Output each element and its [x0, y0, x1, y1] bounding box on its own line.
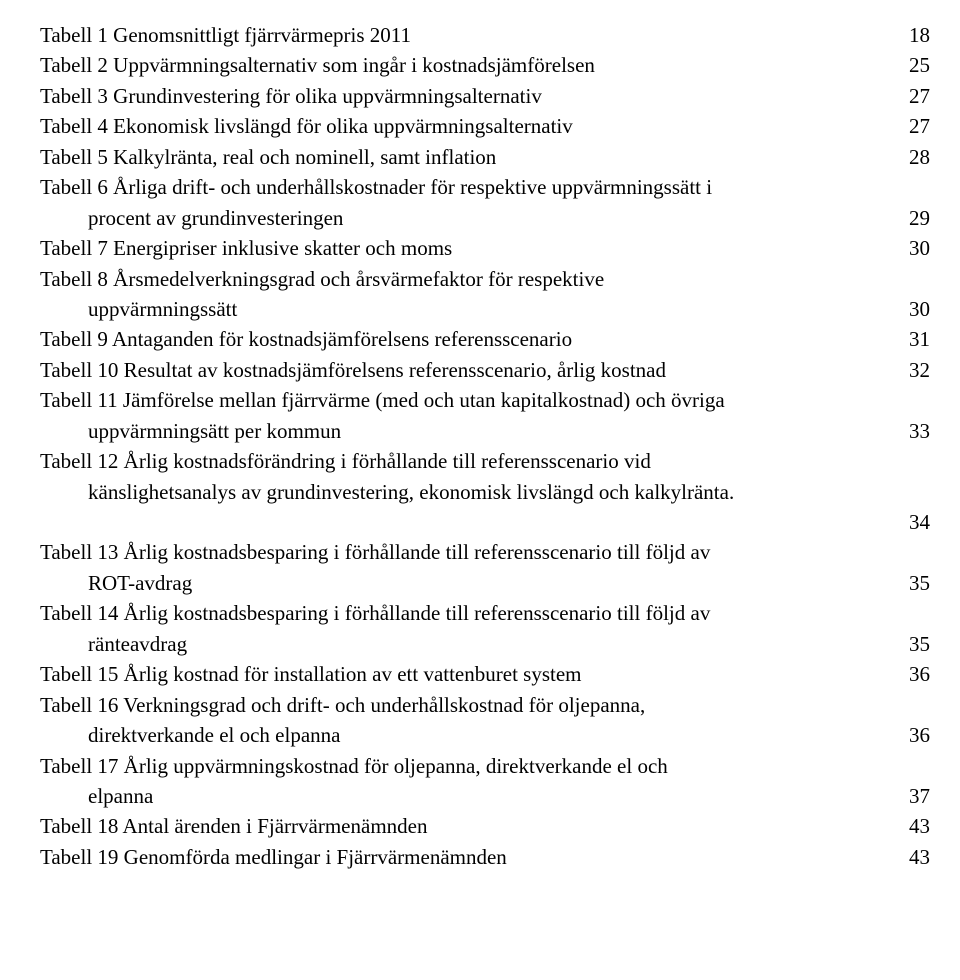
toc-entry: Tabell 1 Genomsnittligt fjärrvärmepris 2…: [40, 20, 930, 50]
toc-entry-continuation-text: procent av grundinvesteringen: [88, 203, 343, 233]
toc-entry-text: Tabell 10 Resultat av kostnadsjämförelse…: [40, 355, 666, 385]
toc-page-number: 28: [909, 142, 930, 172]
toc-entry-text: Tabell 15 Årlig kostnad för installation…: [40, 659, 582, 689]
toc-page-number: 31: [909, 324, 930, 354]
toc-entry: Tabell 17 Årlig uppvärmningskostnad för …: [40, 751, 930, 812]
toc-entry: Tabell 15 Årlig kostnad för installation…: [40, 659, 930, 689]
toc-entry-firstline: Tabell 12 Årlig kostnadsförändring i för…: [40, 446, 930, 476]
toc-entry-continuation: direktverkande el och elpanna 36: [40, 720, 930, 750]
toc-entry-continuation: procent av grundinvesteringen 29: [40, 203, 930, 233]
toc-entry-firstline: Tabell 11 Jämförelse mellan fjärrvärme (…: [40, 385, 930, 415]
toc-entry-continuation: ränteavdrag 35: [40, 629, 930, 659]
toc-entry-text: Tabell 12 Årlig kostnadsförändring i för…: [40, 449, 651, 473]
toc-line: Tabell 3 Grundinvestering för olika uppv…: [40, 81, 930, 111]
toc-entry-continuation-text: ränteavdrag: [88, 629, 187, 659]
toc-entry-continuation: känslighetsanalys av grundinvestering, e…: [40, 477, 930, 507]
toc-entry-text: Tabell 1 Genomsnittligt fjärrvärmepris 2…: [40, 20, 411, 50]
toc-page-number: 27: [909, 111, 930, 141]
toc-entry-text: Tabell 19 Genomförda medlingar i Fjärrvä…: [40, 842, 507, 872]
toc-entry-text: Tabell 17 Årlig uppvärmningskostnad för …: [40, 754, 668, 778]
toc-page-number: 43: [909, 811, 930, 841]
toc-entry: Tabell 10 Resultat av kostnadsjämförelse…: [40, 355, 930, 385]
toc-page-number: 33: [909, 416, 930, 446]
toc-page-number: 36: [909, 659, 930, 689]
toc-entry: Tabell 16 Verkningsgrad och drift- och u…: [40, 690, 930, 751]
toc-entry: Tabell 2 Uppvärmningsalternativ som ingå…: [40, 50, 930, 80]
toc-line: Tabell 15 Årlig kostnad för installation…: [40, 659, 930, 689]
toc-entry-continuation-text: ROT-avdrag: [88, 568, 192, 598]
toc-entry-text: Tabell 9 Antaganden för kostnadsjämförel…: [40, 324, 572, 354]
toc-entry-continuation-text: känslighetsanalys av grundinvestering, e…: [88, 480, 734, 504]
toc-entry: Tabell 18 Antal ärenden i Fjärrvärmenämn…: [40, 811, 930, 841]
toc-line: Tabell 9 Antaganden för kostnadsjämförel…: [40, 324, 930, 354]
toc-entry: Tabell 6 Årliga drift- och underhållskos…: [40, 172, 930, 233]
toc-page-number: 36: [909, 720, 930, 750]
toc-entry: Tabell 5 Kalkylränta, real och nominell,…: [40, 142, 930, 172]
toc-line: Tabell 4 Ekonomisk livslängd för olika u…: [40, 111, 930, 141]
toc-line: Tabell 5 Kalkylränta, real och nominell,…: [40, 142, 930, 172]
toc-entry-text: Tabell 16 Verkningsgrad och drift- och u…: [40, 693, 645, 717]
toc-page-number: 35: [909, 629, 930, 659]
table-of-contents: Tabell 1 Genomsnittligt fjärrvärmepris 2…: [40, 20, 930, 872]
toc-entry-firstline: Tabell 8 Årsmedelverkningsgrad och årsvä…: [40, 264, 930, 294]
toc-page-number: 37: [909, 781, 930, 811]
toc-entry: Tabell 19 Genomförda medlingar i Fjärrvä…: [40, 842, 930, 872]
toc-entry-continuation: elpanna 37: [40, 781, 930, 811]
toc-entry-firstline: Tabell 17 Årlig uppvärmningskostnad för …: [40, 751, 930, 781]
toc-page-number: 30: [909, 294, 930, 324]
toc-line: Tabell 7 Energipriser inklusive skatter …: [40, 233, 930, 263]
toc-entry-text: Tabell 7 Energipriser inklusive skatter …: [40, 233, 452, 263]
toc-entry-text: Tabell 11 Jämförelse mellan fjärrvärme (…: [40, 388, 725, 412]
toc-entry-text: Tabell 14 Årlig kostnadsbesparing i förh…: [40, 601, 710, 625]
toc-entry-text: Tabell 3 Grundinvestering för olika uppv…: [40, 81, 542, 111]
toc-entry-firstline: Tabell 14 Årlig kostnadsbesparing i förh…: [40, 598, 930, 628]
toc-page-number: 34: [909, 507, 930, 537]
toc-page-number: 27: [909, 81, 930, 111]
toc-entry: Tabell 3 Grundinvestering för olika uppv…: [40, 81, 930, 111]
toc-line: Tabell 10 Resultat av kostnadsjämförelse…: [40, 355, 930, 385]
toc-entry: Tabell 8 Årsmedelverkningsgrad och årsvä…: [40, 264, 930, 325]
toc-line: Tabell 19 Genomförda medlingar i Fjärrvä…: [40, 842, 930, 872]
toc-entry-text: Tabell 2 Uppvärmningsalternativ som ingå…: [40, 50, 595, 80]
toc-page-number: 18: [909, 20, 930, 50]
toc-entry-firstline: Tabell 16 Verkningsgrad och drift- och u…: [40, 690, 930, 720]
toc-entry-continuation-text: elpanna: [88, 781, 153, 811]
toc-entry-text: Tabell 4 Ekonomisk livslängd för olika u…: [40, 111, 573, 141]
toc-line: Tabell 2 Uppvärmningsalternativ som ingå…: [40, 50, 930, 80]
toc-leader-line: 34: [40, 507, 930, 537]
toc-page-number: 32: [909, 355, 930, 385]
toc-entry-text: Tabell 5 Kalkylränta, real och nominell,…: [40, 142, 496, 172]
toc-entry: Tabell 9 Antaganden för kostnadsjämförel…: [40, 324, 930, 354]
toc-entry: Tabell 11 Jämförelse mellan fjärrvärme (…: [40, 385, 930, 446]
toc-entry-text: Tabell 18 Antal ärenden i Fjärrvärmenämn…: [40, 811, 427, 841]
toc-page-number: 30: [909, 233, 930, 263]
toc-page-number: 43: [909, 842, 930, 872]
toc-entry-continuation: ROT-avdrag 35: [40, 568, 930, 598]
toc-page-number: 29: [909, 203, 930, 233]
toc-entry: Tabell 4 Ekonomisk livslängd för olika u…: [40, 111, 930, 141]
toc-entry-continuation: uppvärmningssätt 30: [40, 294, 930, 324]
toc-page-number: 25: [909, 50, 930, 80]
toc-entry-text: Tabell 6 Årliga drift- och underhållskos…: [40, 175, 712, 199]
toc-entry-text: Tabell 13 Årlig kostnadsbesparing i förh…: [40, 540, 710, 564]
toc-entry-firstline: Tabell 13 Årlig kostnadsbesparing i förh…: [40, 537, 930, 567]
toc-entry: Tabell 12 Årlig kostnadsförändring i för…: [40, 446, 930, 537]
toc-entry: Tabell 7 Energipriser inklusive skatter …: [40, 233, 930, 263]
toc-line: Tabell 18 Antal ärenden i Fjärrvärmenämn…: [40, 811, 930, 841]
toc-entry-firstline: Tabell 6 Årliga drift- och underhållskos…: [40, 172, 930, 202]
toc-page-number: 35: [909, 568, 930, 598]
toc-entry-continuation: uppvärmningsätt per kommun 33: [40, 416, 930, 446]
toc-line: Tabell 1 Genomsnittligt fjärrvärmepris 2…: [40, 20, 930, 50]
toc-entry-text: Tabell 8 Årsmedelverkningsgrad och årsvä…: [40, 267, 604, 291]
toc-entry-continuation-text: uppvärmningssätt: [88, 294, 237, 324]
toc-entry: Tabell 14 Årlig kostnadsbesparing i förh…: [40, 598, 930, 659]
toc-entry-continuation-text: uppvärmningsätt per kommun: [88, 416, 341, 446]
toc-entry: Tabell 13 Årlig kostnadsbesparing i förh…: [40, 537, 930, 598]
toc-entry-continuation-text: direktverkande el och elpanna: [88, 720, 340, 750]
